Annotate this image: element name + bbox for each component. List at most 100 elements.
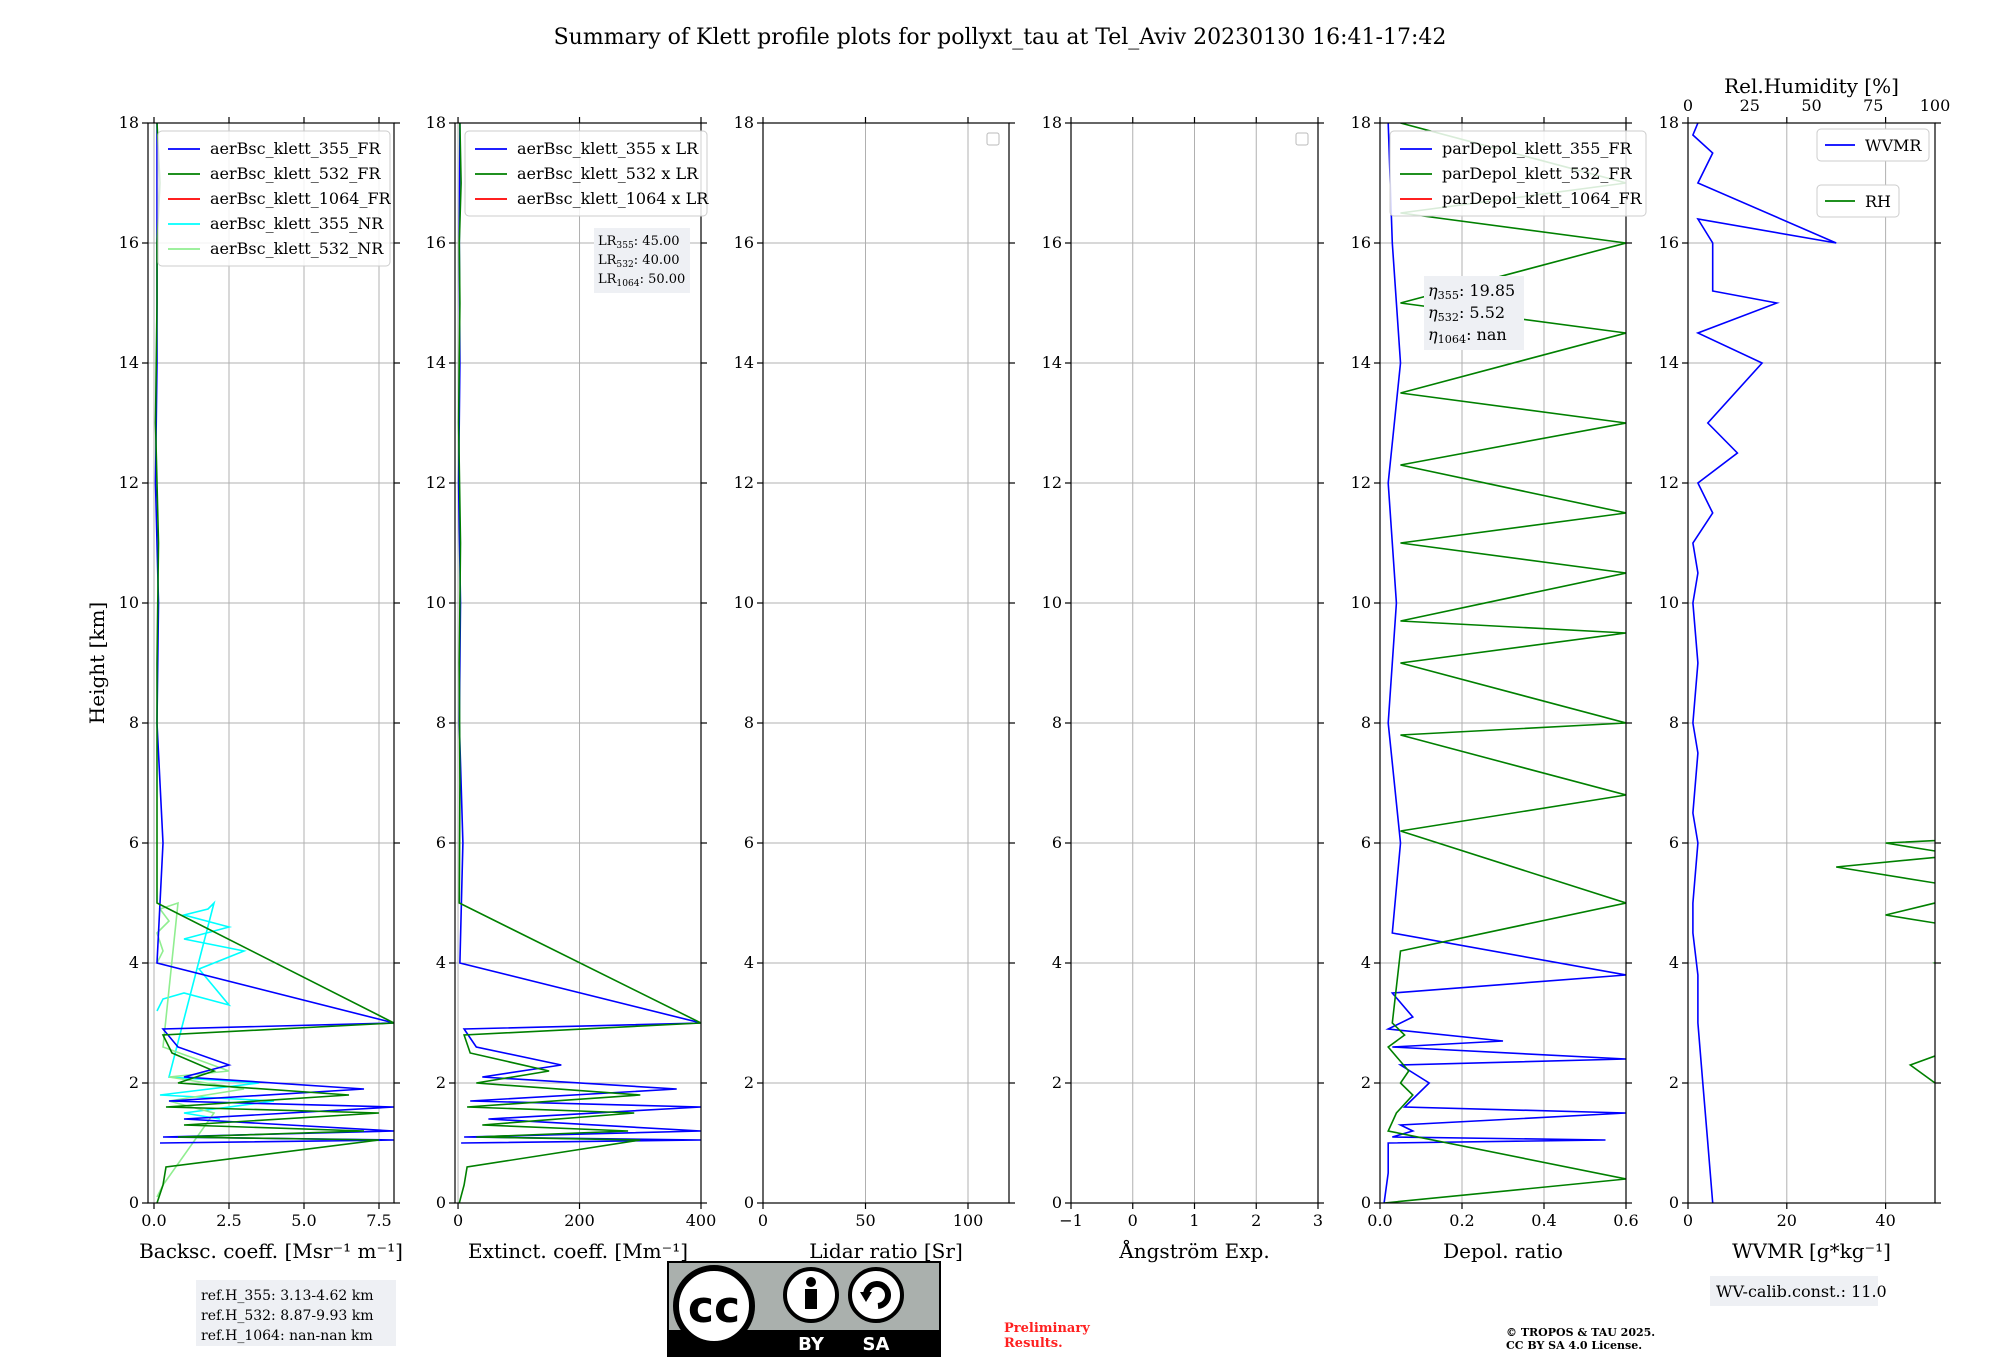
- axes-frame: [454, 122, 702, 1204]
- series-line-green: [457, 123, 701, 1203]
- axes-frame: [1687, 122, 1936, 1204]
- top-x-tick-label: 100: [1920, 96, 1951, 115]
- annotation-line: η355: 19.85: [1428, 281, 1515, 302]
- top-x-tick-label: 75: [1863, 96, 1883, 115]
- y-tick-label: 18: [1659, 113, 1679, 132]
- series-line-blue: [457, 123, 701, 1144]
- y-tick-label: 18: [734, 113, 754, 132]
- wv-calib-text: WV-calib.const.: 11.0: [1716, 1282, 1887, 1301]
- x-tick-label: 200: [564, 1211, 595, 1230]
- y-tick-label: 10: [119, 593, 139, 612]
- annotation-line: η532: 5.52: [1428, 303, 1505, 324]
- axes-frame: [1379, 122, 1627, 1204]
- annotation-line: LR355: 45.00: [598, 234, 680, 251]
- x-tick-label: 50: [855, 1211, 875, 1230]
- y-tick-label: 12: [1042, 473, 1062, 492]
- x-tick-label: 2: [1251, 1211, 1261, 1230]
- y-tick-label: 12: [1351, 473, 1371, 492]
- legend: aerBsc_klett_355_FR aerBsc_klett_532_FRae…: [157, 130, 392, 267]
- y-tick-label: 6: [1052, 833, 1062, 852]
- cc-logo-icon: [673, 1265, 755, 1347]
- legend-entry: aerBsc_klett_355 x LR: [517, 139, 699, 158]
- top-x-tick-label: 50: [1801, 96, 1821, 115]
- top-x-axis-label: Rel.Humidity [%]: [1724, 74, 1899, 98]
- x-tick-label: 0.2: [1449, 1211, 1474, 1230]
- y-tick-label: 10: [734, 593, 754, 612]
- x-tick-label: 100: [953, 1211, 984, 1230]
- share-alike-icon: [848, 1267, 904, 1323]
- legend-entry: parDepol_klett_1064_FR: [1442, 189, 1643, 208]
- axes-frame: [762, 122, 1010, 1204]
- y-tick-label: 4: [129, 953, 139, 972]
- y-tick-label: 18: [1351, 113, 1371, 132]
- x-tick-label: 0: [453, 1211, 463, 1230]
- ref-h-355: ref.H_355: 3.13-4.62 km: [201, 1288, 374, 1304]
- x-tick-label: 3: [1313, 1211, 1323, 1230]
- panel-5: 0 2 4 6 8 10 12 14 16 18 0.0 0.2 0.4 0.6 Depol. ratio p…: [1351, 113, 1647, 1263]
- panel-2: 0 2 4 6 8 10 12 14 16 18 0 200 400 Extinct. coeff. [M…: [426, 113, 717, 1263]
- figure-title: Summary of Klett profile plots for polly…: [554, 25, 1447, 50]
- y-tick-label: 8: [129, 713, 139, 732]
- y-tick-label: 10: [1659, 593, 1679, 612]
- annotation-line: LR1064: 50.00: [598, 272, 685, 289]
- top-x-tick-label: 0: [1683, 96, 1693, 115]
- cc-by-sa-badge: cc BY SA: [667, 1261, 941, 1357]
- legend-entry: aerBsc_klett_532 x LR: [517, 164, 699, 183]
- preliminary-line-2: Results.: [1004, 1336, 1063, 1351]
- y-tick-label: 2: [1669, 1073, 1679, 1092]
- y-tick-label: 10: [426, 593, 446, 612]
- x-axis-label: Lidar ratio [Sr]: [809, 1239, 963, 1263]
- y-tick-label: 2: [436, 1073, 446, 1092]
- legend-entry: aerBsc_klett_1064_FR: [210, 189, 392, 208]
- x-tick-label: 20: [1777, 1211, 1797, 1230]
- x-tick-label: 0.0: [1367, 1211, 1392, 1230]
- empty-legend-box: [986, 132, 1000, 146]
- series-group: [457, 123, 701, 1203]
- y-axis-label: Height [km]: [85, 602, 109, 724]
- y-tick-label: 0: [1669, 1193, 1679, 1212]
- series-line-green: [1384, 123, 1626, 1203]
- axes-frame: [147, 122, 395, 1204]
- y-tick-label: 6: [744, 833, 754, 852]
- x-tick-label: 0.6: [1613, 1211, 1638, 1230]
- legend-entry: aerBsc_klett_355_NR: [210, 214, 384, 233]
- y-tick-label: 12: [734, 473, 754, 492]
- y-tick-label: 16: [1042, 233, 1062, 252]
- y-tick-label: 12: [1659, 473, 1679, 492]
- ref-h-532: ref.H_532: 8.87-9.93 km: [201, 1308, 374, 1324]
- preliminary-line-1: Preliminary: [1004, 1321, 1090, 1336]
- legend: aerBsc_klett_355 x LR aerBsc_klett_532 x …: [464, 130, 709, 217]
- x-tick-label: 0: [1128, 1211, 1138, 1230]
- y-tick-label: 6: [1361, 833, 1371, 852]
- x-axis-label: Backsc. coeff. [Msr⁻¹ m⁻¹]: [139, 1239, 403, 1263]
- y-tick-label: 2: [1052, 1073, 1062, 1092]
- x-axis-label: Extinct. coeff. [Mm⁻¹]: [468, 1239, 688, 1263]
- series-line-green: [1836, 794, 1935, 1084]
- legend-box-rh: [1816, 184, 1900, 218]
- y-tick-label: 12: [426, 473, 446, 492]
- reference-heights-box: ref.H_355: 3.13-4.62 km ref.H_532: 8.87-…: [196, 1280, 396, 1346]
- y-tick-label: 10: [1042, 593, 1062, 612]
- y-tick-label: 2: [1361, 1073, 1371, 1092]
- series-group: [1383, 123, 1626, 1203]
- empty-legend-box: [1295, 132, 1309, 146]
- ref-h-1064: ref.H_1064: nan-nan km: [201, 1328, 373, 1344]
- y-tick-label: 16: [1351, 233, 1371, 252]
- legend-entry: RH: [1865, 192, 1891, 211]
- y-tick-label: 16: [734, 233, 754, 252]
- y-tick-label: 10: [1351, 593, 1371, 612]
- legend-box: [464, 130, 708, 217]
- x-tick-label: 0: [758, 1211, 768, 1230]
- x-tick-label: 0.0: [141, 1211, 166, 1230]
- annotation-line: LR532: 40.00: [598, 253, 680, 270]
- y-tick-label: 8: [1669, 713, 1679, 732]
- y-tick-label: 0: [129, 1193, 139, 1212]
- x-tick-label: 400: [686, 1211, 717, 1230]
- y-tick-label: 16: [426, 233, 446, 252]
- x-axis-label: Ångström Exp.: [1118, 1238, 1269, 1263]
- annotation-box: [1424, 276, 1524, 350]
- y-tick-label: 6: [436, 833, 446, 852]
- wv-calib-box: [1710, 1276, 1878, 1306]
